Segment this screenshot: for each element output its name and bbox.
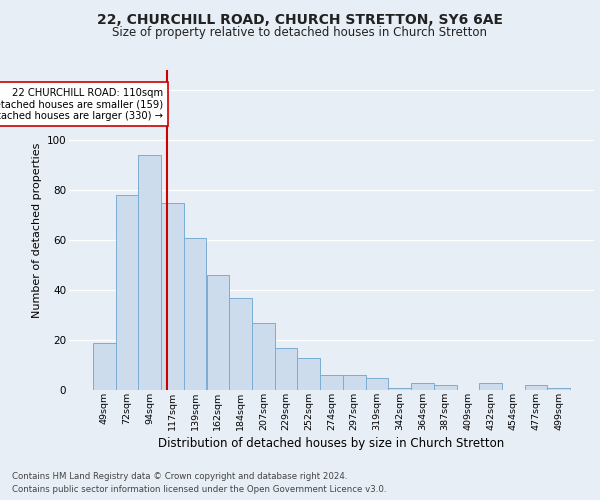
Bar — [434, 385, 457, 390]
Bar — [252, 322, 275, 390]
Bar — [93, 342, 116, 390]
Bar — [275, 348, 298, 390]
Bar — [184, 238, 206, 390]
Bar — [298, 358, 320, 390]
Text: 22 CHURCHILL ROAD: 110sqm
← 32% of detached houses are smaller (159)
67% of semi: 22 CHURCHILL ROAD: 110sqm ← 32% of detac… — [0, 88, 163, 120]
Bar — [229, 298, 252, 390]
Bar — [365, 378, 388, 390]
Bar — [161, 202, 184, 390]
Bar — [343, 375, 365, 390]
X-axis label: Distribution of detached houses by size in Church Stretton: Distribution of detached houses by size … — [158, 436, 505, 450]
Text: Contains public sector information licensed under the Open Government Licence v3: Contains public sector information licen… — [12, 485, 386, 494]
Bar — [320, 375, 343, 390]
Bar — [524, 385, 547, 390]
Bar — [411, 382, 434, 390]
Bar — [479, 382, 502, 390]
Text: Contains HM Land Registry data © Crown copyright and database right 2024.: Contains HM Land Registry data © Crown c… — [12, 472, 347, 481]
Y-axis label: Number of detached properties: Number of detached properties — [32, 142, 43, 318]
Bar — [116, 195, 139, 390]
Bar — [388, 388, 411, 390]
Text: Size of property relative to detached houses in Church Stretton: Size of property relative to detached ho… — [113, 26, 487, 39]
Bar — [206, 275, 229, 390]
Bar — [547, 388, 570, 390]
Bar — [139, 155, 161, 390]
Text: 22, CHURCHILL ROAD, CHURCH STRETTON, SY6 6AE: 22, CHURCHILL ROAD, CHURCH STRETTON, SY6… — [97, 12, 503, 26]
